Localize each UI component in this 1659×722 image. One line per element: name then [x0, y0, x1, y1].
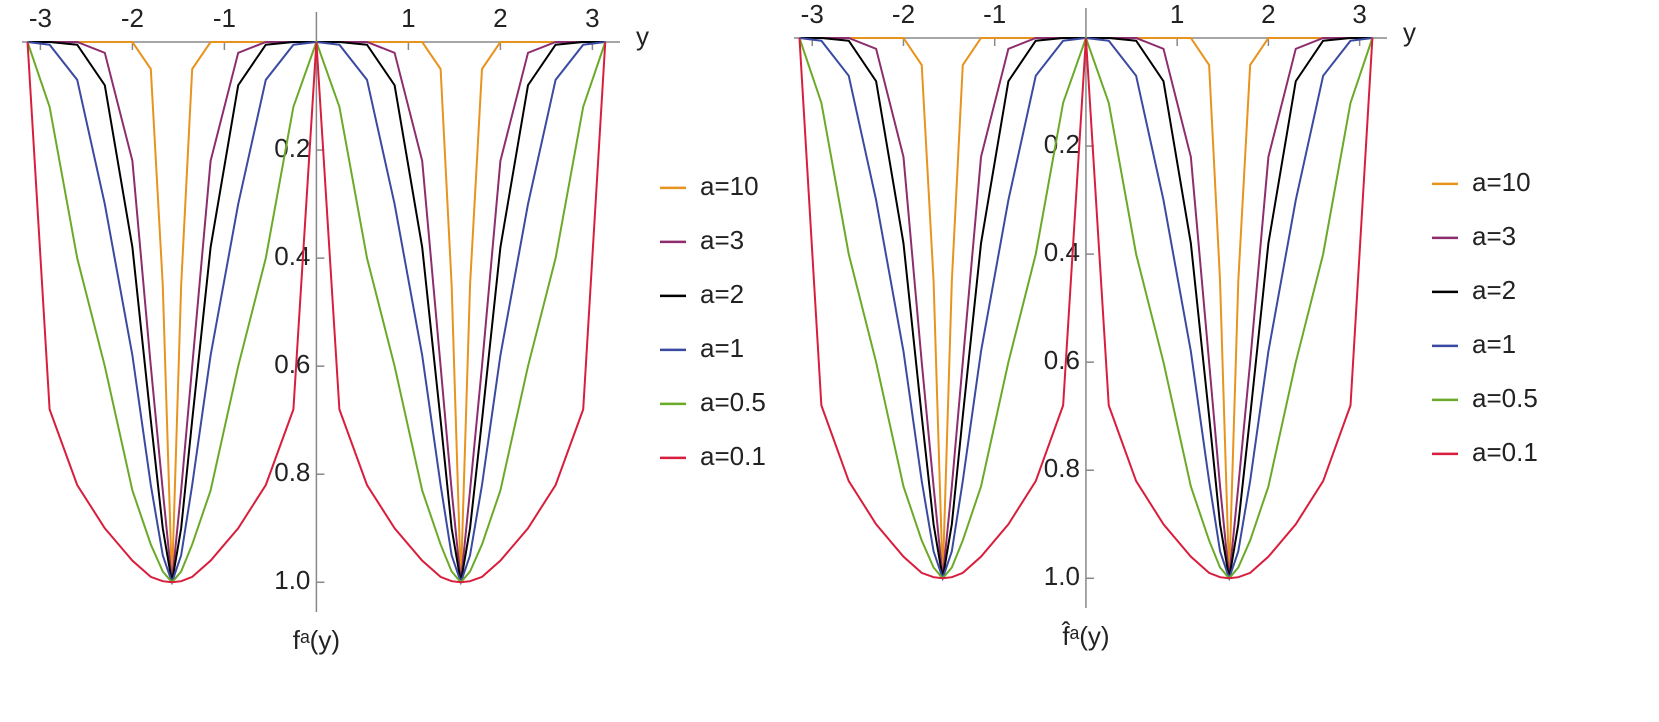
x-tick-label: 3 — [1352, 0, 1366, 29]
y-tick-label: 0.8 — [274, 457, 310, 487]
chart: -3 -2 -1 1 2 3 0.2 0.4 0.6 0.8 1.0 y f̂ᵃ(y) a=10 a=3 a=… — [794, 0, 1538, 651]
legend-label: a=0.1 — [1472, 437, 1538, 467]
y-tick-label: 1.0 — [274, 565, 310, 595]
legend-label: a=10 — [1472, 167, 1531, 197]
curve — [26, 41, 607, 584]
legend-label: a=0.5 — [1472, 383, 1538, 413]
y-tick-label: 0.2 — [274, 133, 310, 163]
y-tick-label: 0.6 — [274, 349, 310, 379]
chart: -3 -2 -1 1 2 3 0.2 0.4 0.6 0.8 1.0 y fᵃ(y) a=10 a=3 a=2… — [22, 3, 766, 655]
legend-label: a=3 — [700, 225, 744, 255]
y-tick-label: 0.2 — [1044, 129, 1080, 159]
x-tick-label: -1 — [983, 0, 1006, 29]
legend-label: a=10 — [700, 171, 759, 201]
y-tick-label: 0.4 — [1044, 237, 1080, 267]
y-tick-label: 0.8 — [1044, 453, 1080, 483]
x-tick-label: 1 — [401, 3, 415, 33]
legend-label: a=0.1 — [700, 441, 766, 471]
x-tick-label: 3 — [585, 3, 599, 33]
curve — [798, 37, 1374, 580]
x-tick-label: 2 — [1261, 0, 1275, 29]
y-tick-label: 1.0 — [1044, 561, 1080, 591]
legend-label: a=2 — [700, 279, 744, 309]
x-axis-label: y — [1403, 17, 1416, 47]
legend-label: a=2 — [1472, 275, 1516, 305]
x-tick-label: -2 — [892, 0, 915, 29]
legend-label: a=0.5 — [700, 387, 766, 417]
x-tick-label: -1 — [213, 3, 236, 33]
y-tick-label: 0.6 — [1044, 345, 1080, 375]
y-axis-label: f̂ᵃ(y) — [1061, 621, 1110, 651]
x-tick-label: 2 — [493, 3, 507, 33]
legend-label: a=1 — [700, 333, 744, 363]
x-tick-label: -3 — [29, 3, 52, 33]
legend-label: a=3 — [1472, 221, 1516, 251]
y-tick-label: 0.4 — [274, 241, 310, 271]
x-axis-label: y — [636, 21, 649, 51]
x-tick-label: -2 — [121, 3, 144, 33]
y-axis-label: fᵃ(y) — [293, 625, 340, 655]
legend-label: a=1 — [1472, 329, 1516, 359]
x-tick-label: -3 — [801, 0, 824, 29]
x-tick-label: 1 — [1170, 0, 1184, 29]
